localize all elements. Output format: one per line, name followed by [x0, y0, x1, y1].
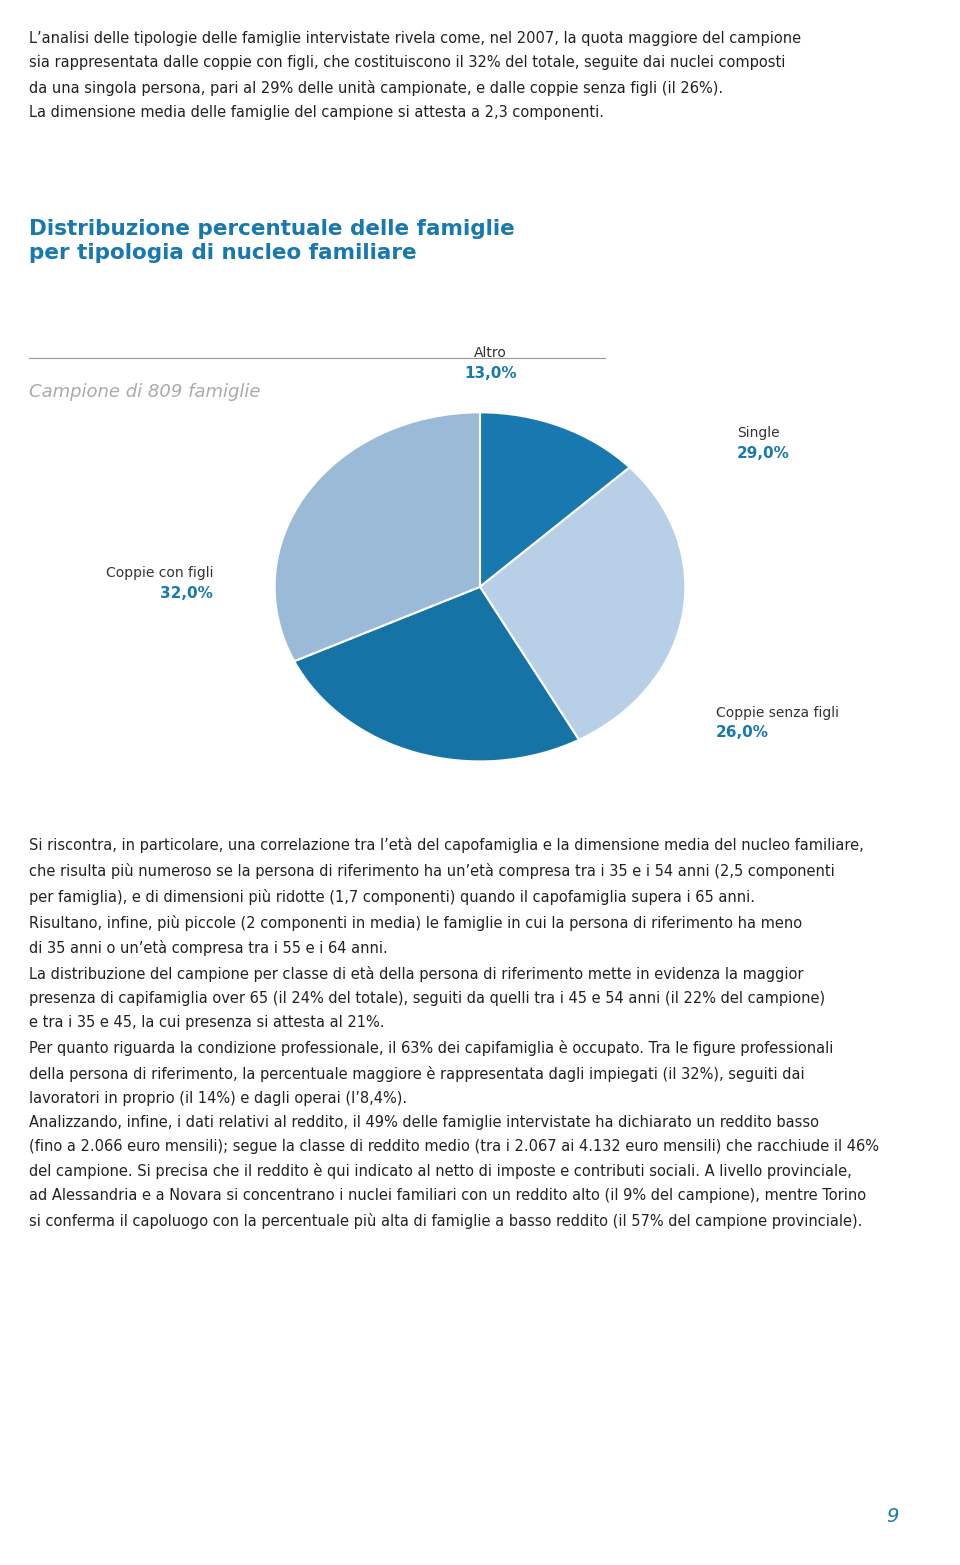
Text: Campione di 809 famiglie: Campione di 809 famiglie: [29, 383, 260, 402]
Text: Single: Single: [736, 426, 780, 440]
Wedge shape: [294, 587, 579, 762]
Text: Altro: Altro: [474, 346, 507, 360]
Wedge shape: [275, 412, 480, 660]
Text: Distribuzione percentuale delle famiglie
per tipologia di nucleo familiare: Distribuzione percentuale delle famiglie…: [29, 219, 515, 263]
Text: 26,0%: 26,0%: [716, 726, 769, 740]
Text: Si riscontra, in particolare, una correlazione tra l’età del capofamiglia e la d: Si riscontra, in particolare, una correl…: [29, 837, 878, 1229]
Text: 32,0%: 32,0%: [160, 585, 213, 601]
Wedge shape: [480, 412, 630, 587]
Text: 29,0%: 29,0%: [736, 446, 789, 462]
Text: Coppie senza figli: Coppie senza figli: [716, 706, 839, 720]
Wedge shape: [480, 468, 685, 740]
Text: 9: 9: [887, 1507, 899, 1526]
Text: Coppie con figli: Coppie con figli: [106, 567, 213, 581]
Text: 13,0%: 13,0%: [464, 366, 516, 380]
Text: L’analisi delle tipologie delle famiglie intervistate rivela come, nel 2007, la : L’analisi delle tipologie delle famiglie…: [29, 31, 801, 121]
